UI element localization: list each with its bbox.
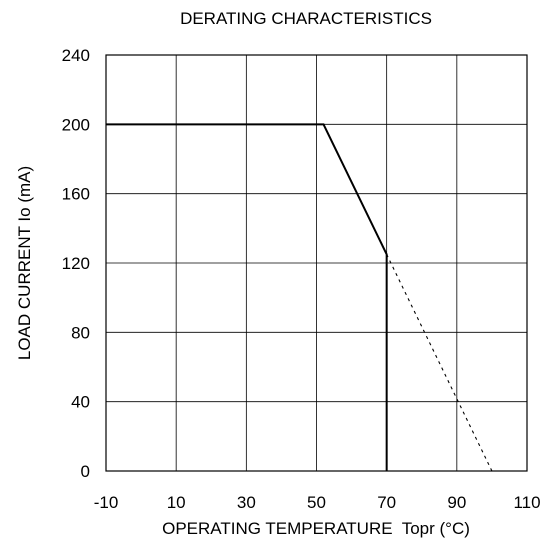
y-axis-label: LOAD CURRENT Io (mA) [15, 166, 34, 360]
x-tick-label: 90 [447, 493, 466, 512]
y-tick-label: 120 [62, 254, 90, 273]
x-tick-label: 50 [307, 493, 326, 512]
grid-layer [106, 55, 527, 471]
y-tick-label: 240 [62, 46, 90, 65]
y-tick-label: 0 [81, 462, 90, 481]
derating-curve-line [106, 123, 388, 471]
y-tick-label: 160 [62, 185, 90, 204]
y-tick-label: 40 [71, 393, 90, 412]
derating-extension-line [386, 254, 493, 472]
x-tick-label: -10 [94, 493, 119, 512]
series-layer [106, 123, 493, 472]
chart-title: DERATING CHARACTERISTICS [180, 9, 432, 28]
x-tick-label: 110 [513, 493, 540, 512]
y-tick-label: 80 [71, 323, 90, 342]
x-tick-label: 30 [237, 493, 256, 512]
x-axis-label: OPERATING TEMPERATURE Topr (°C) [162, 519, 470, 538]
plot-frame [105, 54, 528, 472]
x-tick-label: 70 [377, 493, 396, 512]
y-tick-label: 200 [62, 115, 90, 134]
tick-layer: -10 10 30 50 70 90 110 0 40 80 120 160 200 240 [62, 46, 541, 512]
x-tick-label: 10 [167, 493, 186, 512]
